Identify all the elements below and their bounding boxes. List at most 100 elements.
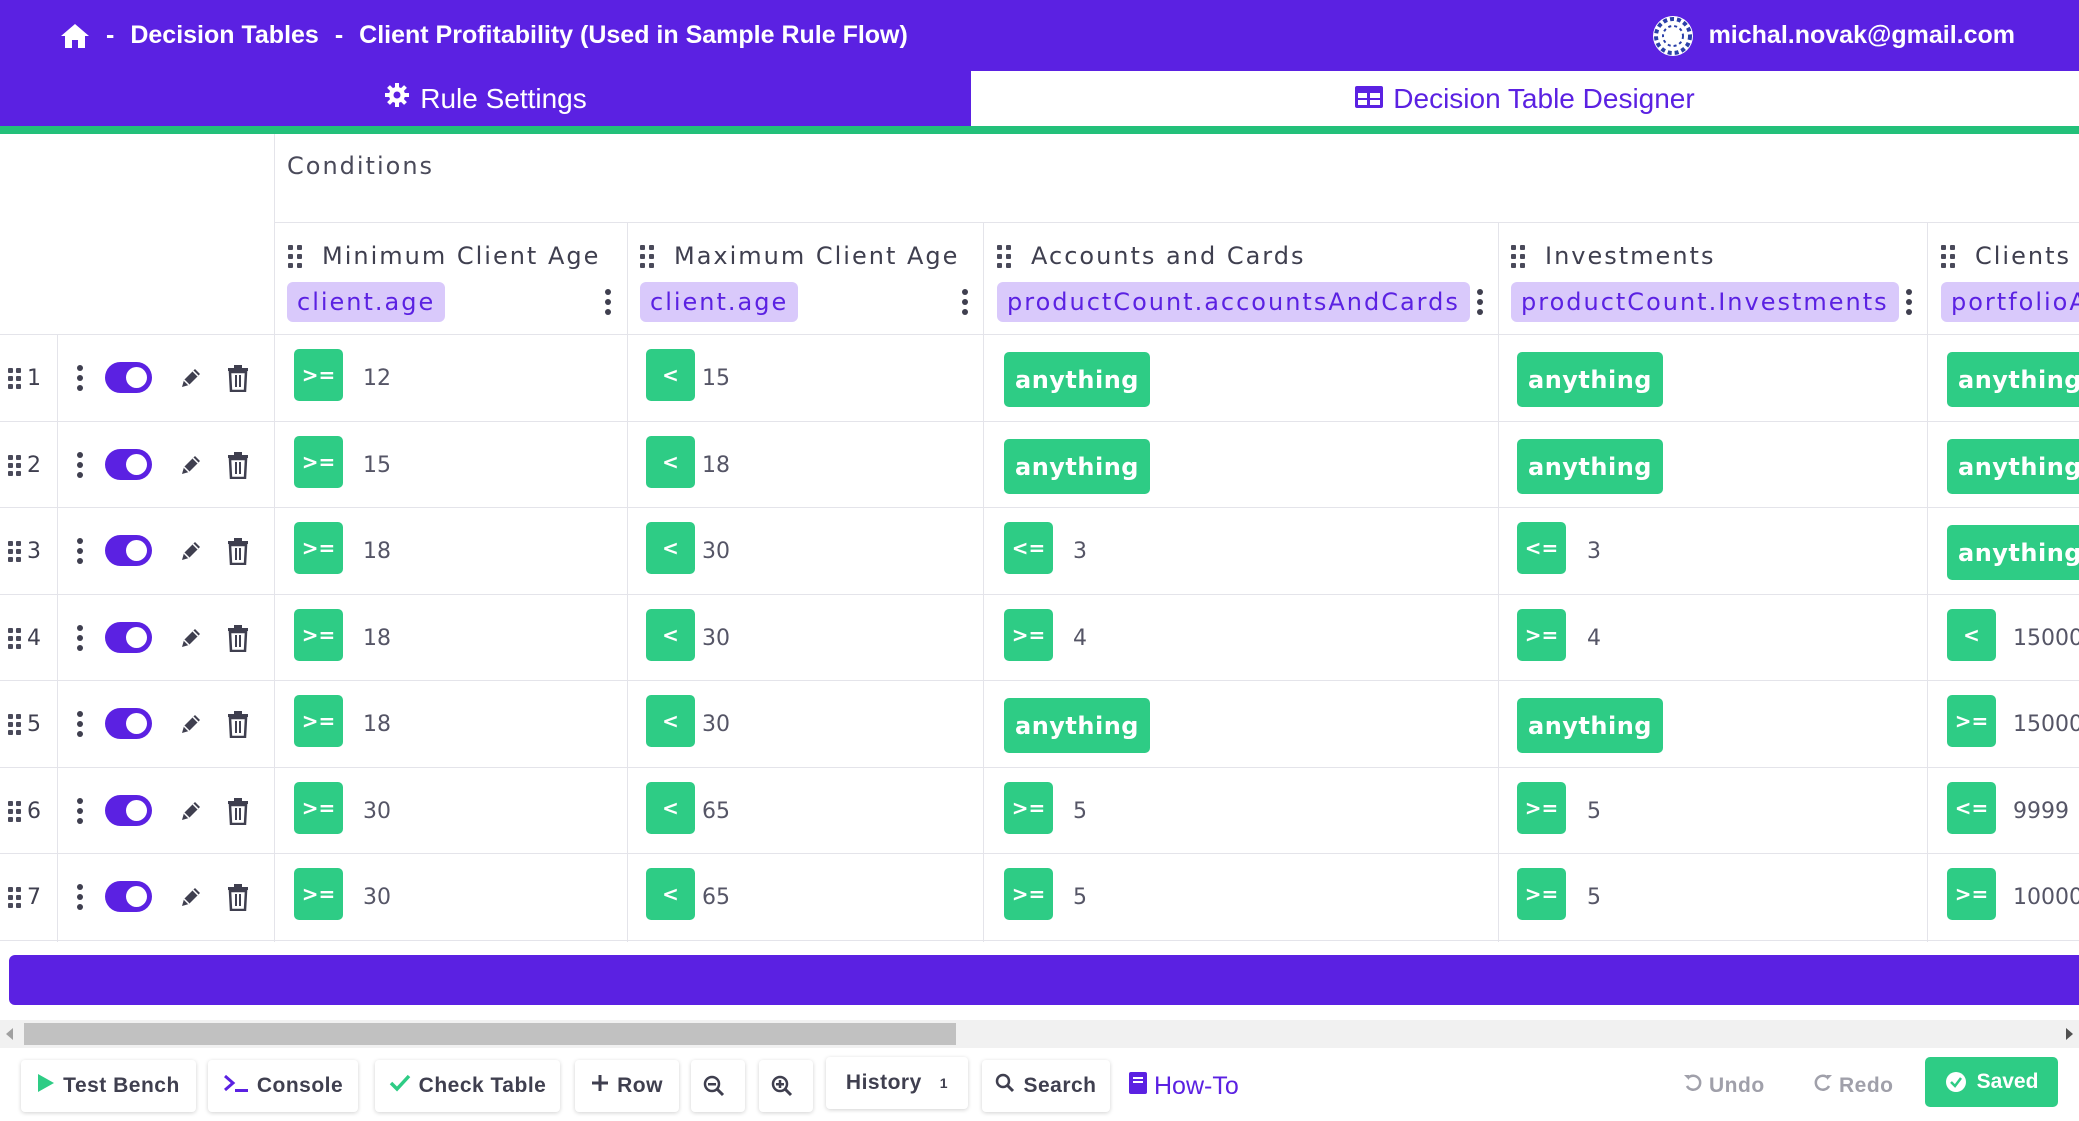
condition-value[interactable]: 10000 (2013, 884, 2079, 910)
condition-operator-button[interactable]: <= (1947, 782, 1996, 834)
condition-operator-button[interactable]: >= (1947, 868, 1996, 920)
condition-operator-button[interactable]: < (646, 349, 695, 401)
condition-value[interactable]: 5 (1073, 798, 1087, 824)
attribute-chip[interactable]: productCount.accountsAndCards (997, 282, 1470, 322)
breadcrumb-decision-tables[interactable]: Decision Tables (130, 21, 319, 49)
row-menu-icon[interactable] (77, 625, 83, 651)
condition-value[interactable]: 30 (702, 711, 730, 737)
add-action-bar[interactable] (9, 955, 2079, 1005)
drag-handle-icon[interactable] (8, 800, 21, 822)
user-menu[interactable]: michal.novak@gmail.com (1652, 0, 2015, 71)
edit-pencil-icon[interactable] (178, 798, 204, 824)
condition-operator-button[interactable]: < (646, 436, 695, 488)
condition-value[interactable]: 3 (1587, 538, 1601, 564)
condition-operator-button[interactable]: <= (1517, 522, 1566, 574)
row-drag-handle[interactable]: 3 (8, 508, 41, 594)
attribute-chip[interactable]: client.age (287, 282, 446, 322)
condition-operator-button[interactable]: >= (1947, 695, 1996, 747)
condition-value[interactable]: 18 (363, 625, 391, 651)
how-to-link[interactable]: How-To (1128, 1060, 1239, 1112)
condition-anything-chip[interactable]: anything (1004, 698, 1150, 753)
row-enabled-toggle[interactable] (105, 449, 152, 480)
drag-handle-icon[interactable] (8, 454, 21, 476)
search-button[interactable]: Search (982, 1060, 1110, 1112)
trash-icon[interactable] (226, 710, 250, 739)
edit-pencil-icon[interactable] (178, 884, 204, 910)
row-menu-icon[interactable] (77, 798, 83, 824)
condition-value[interactable]: 12 (363, 365, 391, 391)
condition-operator-button[interactable]: < (646, 609, 695, 661)
drag-handle-icon[interactable] (1511, 244, 1525, 268)
add-row-button[interactable]: Row (575, 1060, 679, 1112)
condition-value[interactable]: 30 (702, 538, 730, 564)
history-button[interactable]: History 1 (826, 1057, 968, 1109)
edit-pencil-icon[interactable] (178, 538, 204, 564)
condition-anything-chip[interactable]: anything (1517, 352, 1663, 407)
row-menu-icon[interactable] (77, 884, 83, 910)
row-menu-icon[interactable] (77, 452, 83, 478)
column-menu-icon[interactable] (1477, 289, 1483, 315)
condition-operator-button[interactable]: >= (294, 349, 343, 401)
column-menu-icon[interactable] (605, 289, 611, 315)
condition-value[interactable]: 15 (363, 452, 391, 478)
column-header[interactable]: Investments (1511, 238, 1715, 274)
condition-value[interactable]: 15 (702, 365, 730, 391)
trash-icon[interactable] (226, 537, 250, 566)
condition-operator-button[interactable]: >= (294, 695, 343, 747)
condition-value[interactable]: 4 (1587, 625, 1601, 651)
condition-anything-chip[interactable]: anything (1004, 352, 1150, 407)
tab-rule-settings[interactable]: Rule Settings (0, 71, 971, 126)
zoom-in-button[interactable] (759, 1060, 813, 1112)
drag-handle-icon[interactable] (8, 713, 21, 735)
scrollbar-thumb[interactable] (24, 1023, 956, 1045)
row-menu-icon[interactable] (77, 365, 83, 391)
horizontal-scrollbar[interactable] (0, 1020, 2079, 1048)
column-menu-icon[interactable] (962, 289, 968, 315)
zoom-out-button[interactable] (691, 1060, 745, 1112)
drag-handle-icon[interactable] (288, 244, 302, 268)
trash-icon[interactable] (226, 624, 250, 653)
condition-anything-chip[interactable]: anything (1517, 439, 1663, 494)
undo-button[interactable]: Undo (1683, 1060, 1765, 1112)
condition-operator-button[interactable]: >= (1004, 609, 1053, 661)
condition-operator-button[interactable]: >= (1004, 782, 1053, 834)
column-header[interactable]: Accounts and Cards (997, 238, 1305, 274)
row-drag-handle[interactable]: 7 (8, 854, 41, 940)
condition-value[interactable]: 30 (363, 884, 391, 910)
drag-handle-icon[interactable] (997, 244, 1011, 268)
redo-button[interactable]: Redo (1813, 1060, 1894, 1112)
row-drag-handle[interactable]: 5 (8, 681, 41, 767)
scroll-right-arrow-icon[interactable] (2066, 1028, 2073, 1040)
condition-value[interactable]: 4 (1073, 625, 1087, 651)
scroll-left-arrow-icon[interactable] (6, 1028, 13, 1040)
condition-operator-button[interactable]: >= (1517, 782, 1566, 834)
condition-value[interactable]: 5 (1073, 884, 1087, 910)
condition-anything-chip[interactable]: anything (1947, 525, 2079, 580)
row-drag-handle[interactable]: 1 (8, 335, 41, 421)
condition-operator-button[interactable]: >= (1004, 868, 1053, 920)
condition-operator-button[interactable]: >= (1517, 868, 1566, 920)
column-header[interactable]: Maximum Client Age (640, 238, 959, 274)
console-button[interactable]: Console (208, 1060, 358, 1112)
condition-value[interactable]: 5 (1587, 798, 1601, 824)
condition-operator-button[interactable]: >= (294, 782, 343, 834)
drag-handle-icon[interactable] (8, 367, 21, 389)
row-enabled-toggle[interactable] (105, 622, 152, 653)
check-table-button[interactable]: Check Table (375, 1060, 560, 1112)
drag-handle-icon[interactable] (8, 886, 21, 908)
condition-operator-button[interactable]: >= (1517, 609, 1566, 661)
attribute-chip[interactable]: productCount.Investments (1511, 282, 1899, 322)
row-drag-handle[interactable]: 2 (8, 422, 41, 508)
condition-operator-button[interactable]: < (646, 782, 695, 834)
column-menu-icon[interactable] (1906, 289, 1912, 315)
edit-pencil-icon[interactable] (178, 365, 204, 391)
condition-value[interactable]: 9999 (2013, 798, 2069, 824)
condition-anything-chip[interactable]: anything (1947, 352, 2079, 407)
drag-handle-icon[interactable] (640, 244, 654, 268)
attribute-chip[interactable]: portfolioA (1941, 282, 2079, 322)
edit-pencil-icon[interactable] (178, 625, 204, 651)
row-enabled-toggle[interactable] (105, 362, 152, 393)
column-header[interactable]: Clients p (1941, 238, 2079, 274)
condition-operator-button[interactable]: >= (294, 436, 343, 488)
trash-icon[interactable] (226, 451, 250, 480)
